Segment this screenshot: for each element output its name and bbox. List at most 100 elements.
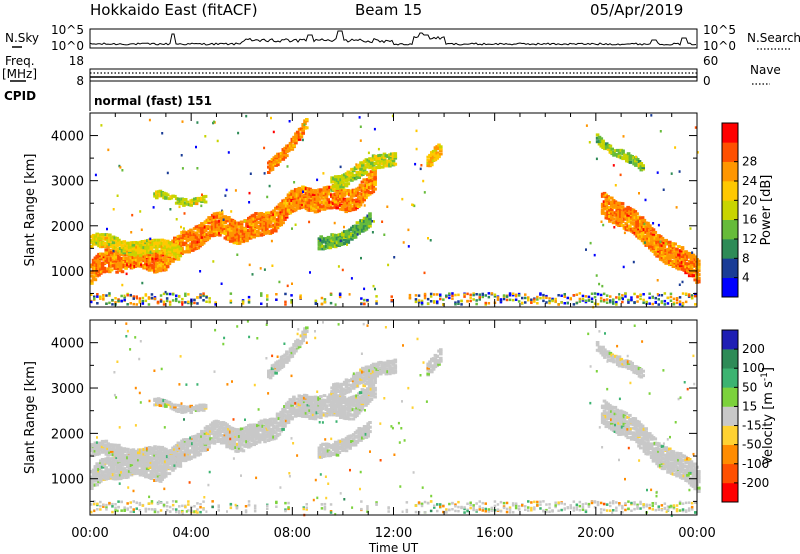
noise-cell <box>678 296 682 299</box>
scatter-cell <box>281 199 285 203</box>
scatter-cell <box>308 396 312 399</box>
scatter-cell <box>362 159 367 163</box>
noise-cell <box>675 301 679 305</box>
noise-cell <box>630 298 633 302</box>
scatter-cell <box>348 232 352 236</box>
scatter-cell <box>299 194 303 198</box>
scatter-cell <box>245 426 249 429</box>
scatter-cell <box>243 229 247 233</box>
scatter-cell <box>194 434 199 438</box>
scatter-cell <box>126 249 130 253</box>
noise-cell <box>417 299 421 302</box>
scatter-cell <box>228 441 233 445</box>
scatter-cell <box>290 206 294 210</box>
scatter-cell <box>237 446 242 450</box>
noise-cell <box>675 297 679 300</box>
speckle-cell <box>374 287 376 291</box>
scatter-cell <box>628 224 632 228</box>
speckle-cell <box>263 172 266 175</box>
speckle-cell <box>372 284 375 288</box>
speckle-cell <box>161 132 164 135</box>
noise-cell <box>681 303 685 306</box>
scatter-cell <box>155 196 159 200</box>
scatter-cell <box>379 153 383 157</box>
noise-cell <box>566 301 569 305</box>
noise-cell <box>284 292 287 296</box>
scatter-cell <box>274 436 278 440</box>
noise-cell <box>423 292 427 296</box>
speckle-cell <box>242 239 245 243</box>
noise-cell <box>460 303 463 306</box>
scatter-cell <box>108 233 112 237</box>
noise-cell <box>247 295 251 299</box>
noise-cell <box>615 296 618 299</box>
scatter-cell <box>97 273 101 277</box>
scatter-cell <box>635 234 639 238</box>
scatter-cell <box>93 267 98 270</box>
scatter-cell <box>283 150 287 154</box>
scatter-cell <box>299 190 303 194</box>
scatter-cell <box>158 192 163 196</box>
scatter-cell <box>243 227 247 231</box>
scatter-cell <box>117 455 121 459</box>
scatter-cell <box>108 447 112 451</box>
speckle-cell <box>118 164 121 168</box>
scatter-cell <box>99 479 103 483</box>
noise-cell <box>181 301 184 304</box>
scatter-cell <box>284 215 289 219</box>
noise-cell <box>129 302 132 305</box>
scatter-cell <box>595 140 600 144</box>
scatter-cell <box>117 247 121 251</box>
scatter-cell <box>353 232 358 236</box>
scatter-cell <box>602 191 607 195</box>
scatter-cell <box>657 237 661 241</box>
scatter-cell <box>158 256 163 260</box>
scatter-cell <box>350 171 354 175</box>
noise-cell <box>545 294 548 298</box>
scatter-cell <box>621 149 625 153</box>
scatter-cell <box>393 162 398 166</box>
scatter-cell <box>691 274 696 278</box>
speckle-cell <box>227 151 230 154</box>
noise-cell <box>150 293 154 296</box>
scatter-cell <box>243 437 247 441</box>
scatter-cell <box>281 424 285 428</box>
scatter-cell <box>223 221 228 225</box>
scatter-cell <box>126 253 130 257</box>
scatter-cell <box>138 253 143 257</box>
scatter-cell <box>266 421 271 425</box>
scatter-cell <box>203 228 208 232</box>
scatter-cell <box>437 155 441 159</box>
scatter-cell <box>293 208 298 212</box>
noise-cell <box>524 296 527 300</box>
speckle-cell <box>350 277 353 280</box>
scatter-cell <box>109 449 114 453</box>
noise-cell <box>417 294 421 297</box>
noise-cell <box>275 298 278 301</box>
scatter-cell <box>353 227 358 231</box>
nsky-panel-frame <box>89 28 698 49</box>
noise-cell <box>566 296 569 300</box>
scatter-cell <box>290 207 294 211</box>
speckle-cell <box>299 295 302 299</box>
speckle-cell <box>107 148 110 152</box>
scatter-cell <box>340 205 345 209</box>
scatter-cell <box>358 406 363 410</box>
noise-cell <box>678 300 682 303</box>
scatter-cell <box>256 234 260 238</box>
speckle-cell <box>288 120 291 123</box>
scatter-cell <box>604 142 609 146</box>
scatter-cell <box>386 159 390 163</box>
speckle-cell <box>678 170 681 173</box>
scatter-cell <box>675 247 679 251</box>
scatter-cell <box>328 246 333 250</box>
noise-cell <box>672 303 676 306</box>
speckle-cell <box>689 227 692 230</box>
scatter-cell <box>266 425 271 428</box>
scatter-cell <box>368 212 372 216</box>
speckle-cell <box>694 126 697 129</box>
scatter-cell <box>662 252 667 256</box>
scatter-cell <box>382 156 387 160</box>
scatter-cell <box>237 432 242 436</box>
scatter-cell <box>362 171 367 175</box>
